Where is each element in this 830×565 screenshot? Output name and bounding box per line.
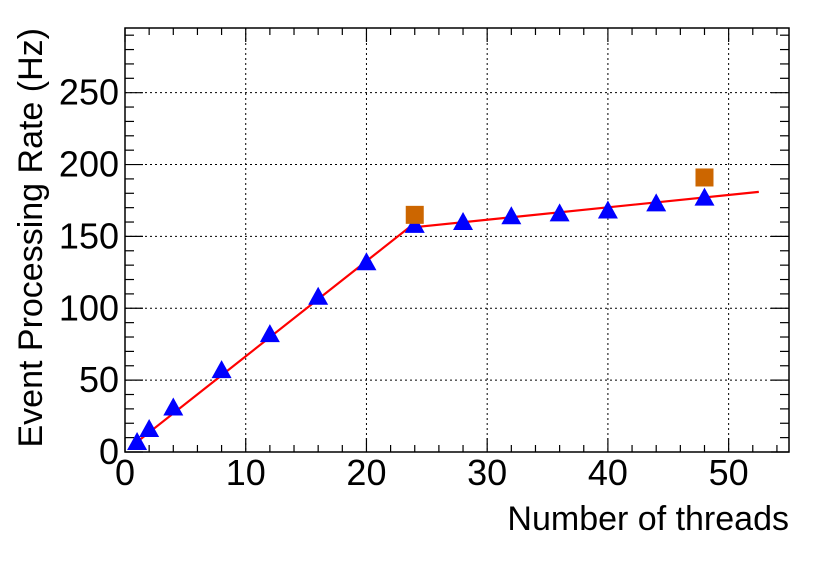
data-point-triangle (404, 214, 425, 233)
x-axis-title: Number of threads (507, 500, 789, 538)
y-tick-label: 0 (99, 431, 119, 472)
x-tick-label: 20 (346, 452, 386, 493)
data-point-triangle (139, 419, 160, 438)
data-point-triangle (694, 187, 715, 206)
data-point-square (695, 168, 714, 187)
fit-line (136, 190, 759, 443)
y-tick-label: 100 (59, 287, 119, 328)
data-point-triangle (356, 252, 377, 271)
x-tick-label: 40 (588, 452, 628, 493)
y-tick-label: 200 (59, 144, 119, 185)
x-tick-label: 30 (467, 452, 507, 493)
axis-ticks (124, 28, 789, 453)
x-tick-label: 0 (115, 452, 135, 493)
x-tick-labels: 0 10 20 30 40 50 (115, 452, 749, 493)
grid (125, 28, 789, 452)
data-point-triangle (646, 193, 667, 212)
x-tick-label: 10 (226, 452, 266, 493)
y-tick-labels: 0 50 100 150 200 250 (59, 72, 119, 472)
data-point-triangle (501, 206, 522, 225)
x-tick-label: 50 (709, 452, 749, 493)
y-tick-label: 50 (79, 359, 119, 400)
y-tick-label: 250 (59, 72, 119, 113)
data-point-triangle (308, 286, 329, 305)
plot-frame (124, 27, 790, 453)
data-point-triangle (127, 431, 148, 450)
data-point-triangle (163, 397, 184, 416)
data-point-square (405, 205, 424, 224)
data-point-triangle (211, 360, 232, 379)
y-axis-title: Event Processing Rate (Hz) (12, 28, 50, 448)
data-point-triangle (259, 324, 280, 343)
data-point-triangle (453, 212, 474, 231)
data-point-triangle (597, 200, 618, 219)
data-point-triangle (549, 203, 570, 222)
y-tick-label: 150 (59, 215, 119, 256)
series-layer (127, 168, 759, 450)
